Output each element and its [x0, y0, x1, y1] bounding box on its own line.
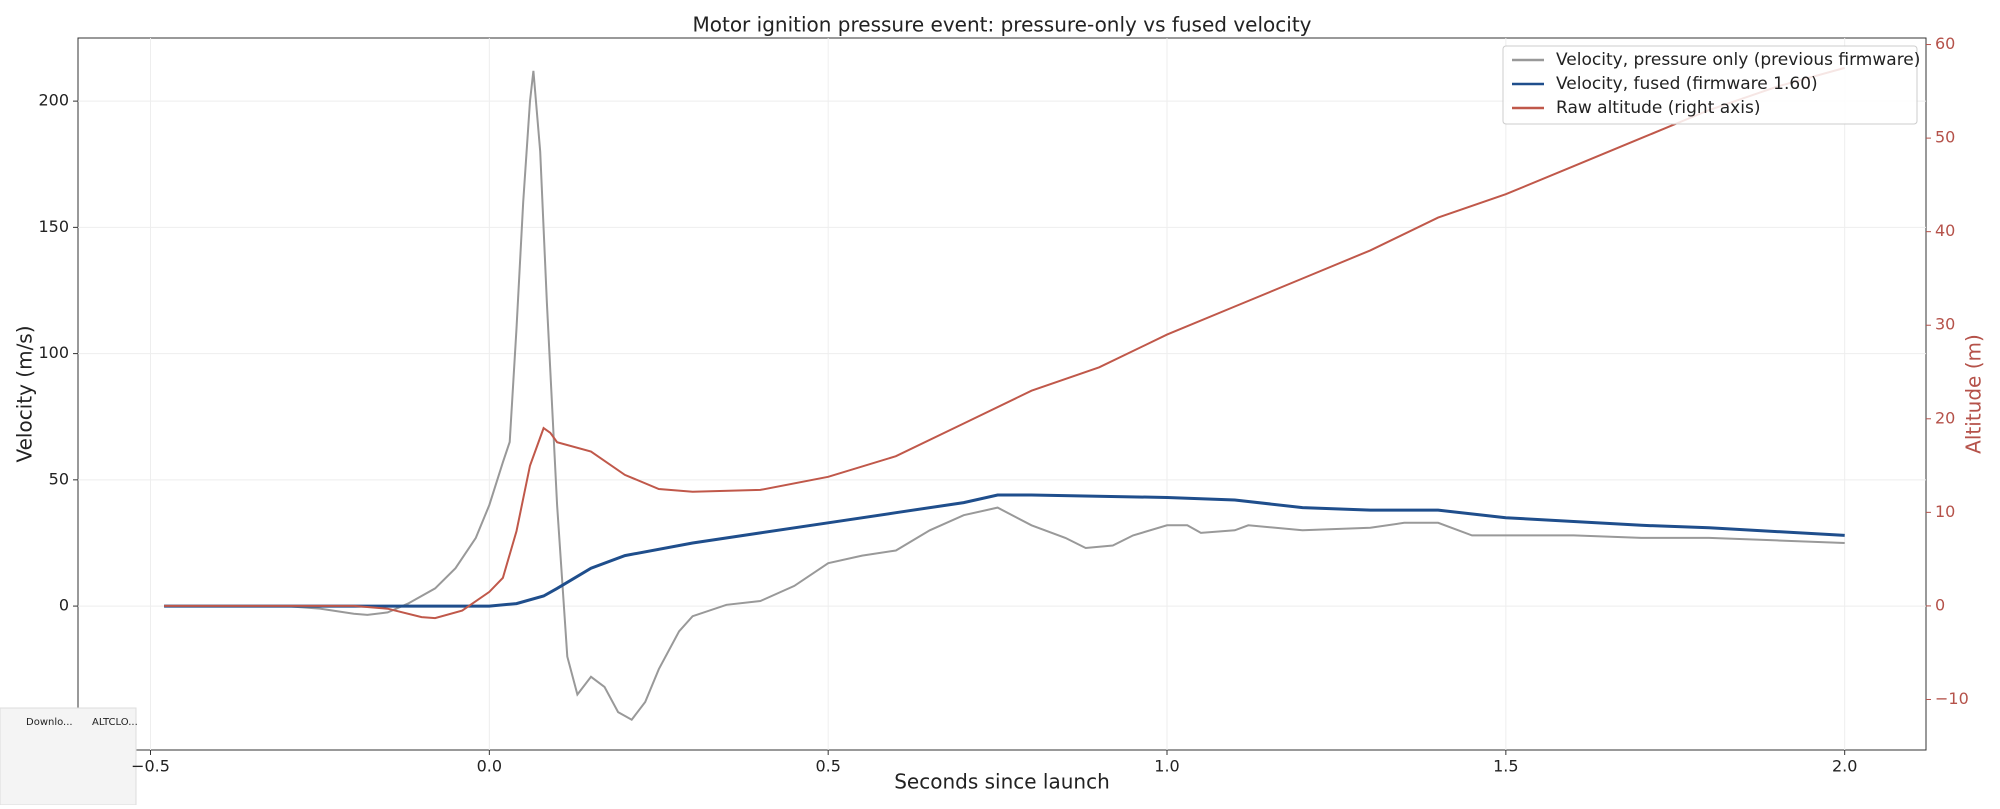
series-line — [164, 70, 1845, 721]
legend: Velocity, pressure only (previous firmwa… — [1502, 45, 1920, 125]
series-line — [164, 493, 1845, 608]
x-tick-label: 1.5 — [1493, 757, 1518, 776]
legend-label: Velocity, pressure only (previous firmwa… — [1556, 50, 1920, 70]
y2-tick-label: 20 — [1935, 408, 1955, 427]
y-tick-label: 200 — [38, 91, 69, 110]
y2-tick-label: 50 — [1935, 128, 1955, 147]
x-axis-label: Seconds since launch — [894, 770, 1110, 794]
series-line — [164, 66, 1845, 620]
legend-label: Velocity, fused (firmware 1.60) — [1556, 74, 1818, 94]
plot-frame — [77, 37, 1927, 751]
x-tick-label: 0.5 — [815, 757, 840, 776]
y-tick-label: 150 — [38, 217, 69, 236]
legend-box — [1502, 45, 1918, 125]
y2-tick-label: 30 — [1935, 315, 1955, 334]
x-tick-label: 1.0 — [1154, 757, 1179, 776]
taskbar-thumbnail: Downlo... ALTCLO... — [0, 707, 138, 806]
tab-label: Downlo... — [26, 717, 73, 728]
y2-axis-label: Altitude (m) — [1962, 334, 1986, 454]
y-tick-label: 50 — [49, 469, 69, 488]
y-tick-label: 100 — [38, 343, 69, 362]
y2-tick-label: 40 — [1935, 221, 1955, 240]
y-tick-label: 0 — [59, 596, 69, 615]
x-tick-label: 2.0 — [1832, 757, 1857, 776]
y2-tick-label: 60 — [1935, 34, 1955, 53]
tab-label: ALTCLO... — [92, 717, 138, 728]
y2-tick-label: 10 — [1935, 502, 1955, 521]
y2-tick-label: 0 — [1935, 595, 1945, 614]
y-axis-label: Velocity (m/s) — [13, 325, 37, 462]
legend-label: Raw altitude (right axis) — [1556, 98, 1760, 118]
chart-title: Motor ignition pressure event: pressure-… — [692, 13, 1311, 37]
x-tick-label: −0.5 — [131, 757, 170, 776]
y2-tick-label: −10 — [1935, 689, 1969, 708]
thumbnail-box — [0, 707, 137, 806]
x-tick-label: 0.0 — [477, 757, 502, 776]
